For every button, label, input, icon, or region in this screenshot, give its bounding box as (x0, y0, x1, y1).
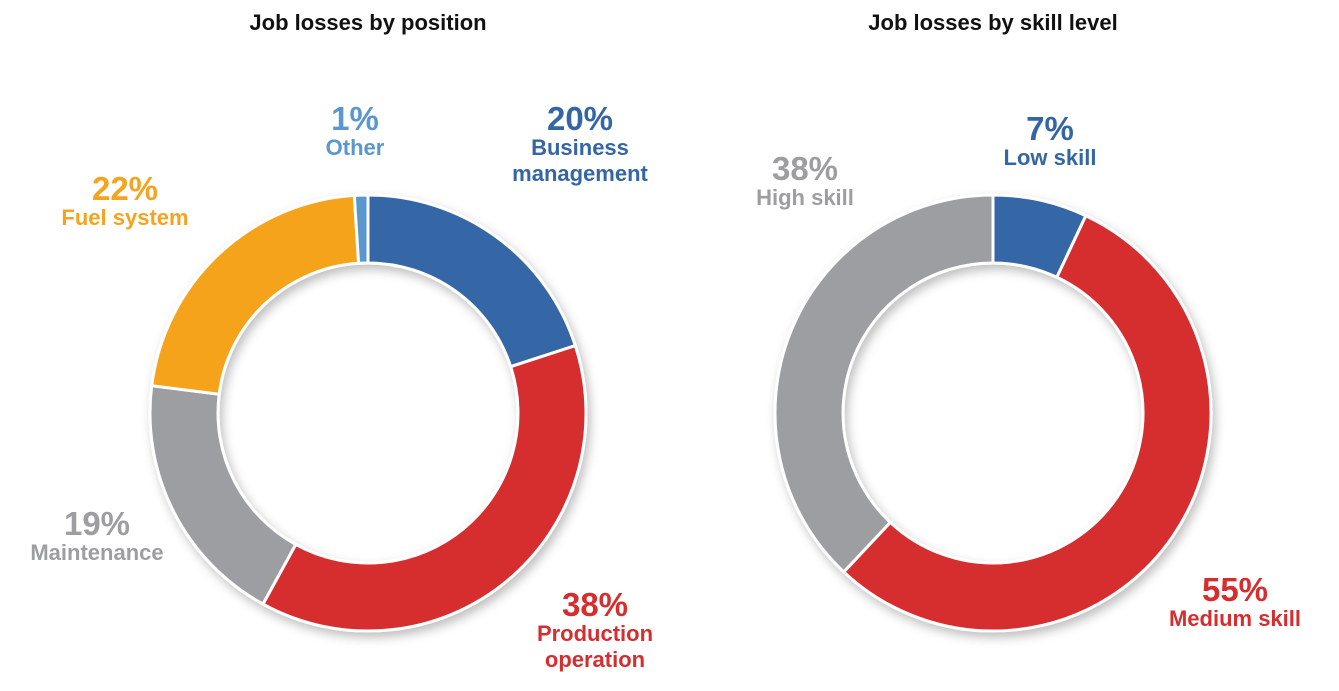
percent-label: 20% (546, 100, 614, 137)
slice (841, 213, 1213, 633)
category-label: Low skill (1003, 145, 1097, 170)
slice (366, 193, 578, 369)
category-label: Maintenance (30, 540, 164, 565)
slice-label: 22% Fuel system (35, 172, 215, 231)
slice-label: 20% Business management (490, 102, 670, 187)
percent-label: 38% (561, 586, 629, 623)
percent-label: 38% (771, 150, 839, 187)
slice (352, 193, 370, 265)
slice-label: 38% Production operation (505, 588, 685, 673)
category-label: High skill (756, 185, 854, 210)
slice (260, 343, 588, 633)
percent-label: 22% (91, 170, 159, 207)
chart-title: Job losses by position (249, 10, 487, 35)
chart-title: Job losses by skill level (868, 10, 1118, 35)
slice-label: 7% Low skill (960, 112, 1140, 171)
category-label: Production operation (536, 621, 654, 672)
percent-label: 19% (63, 505, 131, 542)
slice-label: 38% High skill (715, 152, 895, 211)
slice-label: 1% Other (265, 102, 445, 161)
donut (148, 193, 588, 633)
category-label: Other (325, 135, 385, 160)
slice-label: 55% Medium skill (1145, 573, 1325, 632)
percent-label: 55% (1201, 571, 1269, 608)
donut (773, 193, 1213, 633)
category-label: Medium skill (1168, 606, 1302, 631)
slice-label: 19% Maintenance (7, 507, 187, 566)
slice (148, 384, 298, 607)
category-label: Fuel system (61, 205, 189, 230)
percent-label: 1% (331, 100, 379, 137)
category-label: Business management (512, 135, 648, 186)
slice (773, 193, 995, 575)
percent-label: 7% (1026, 110, 1074, 147)
